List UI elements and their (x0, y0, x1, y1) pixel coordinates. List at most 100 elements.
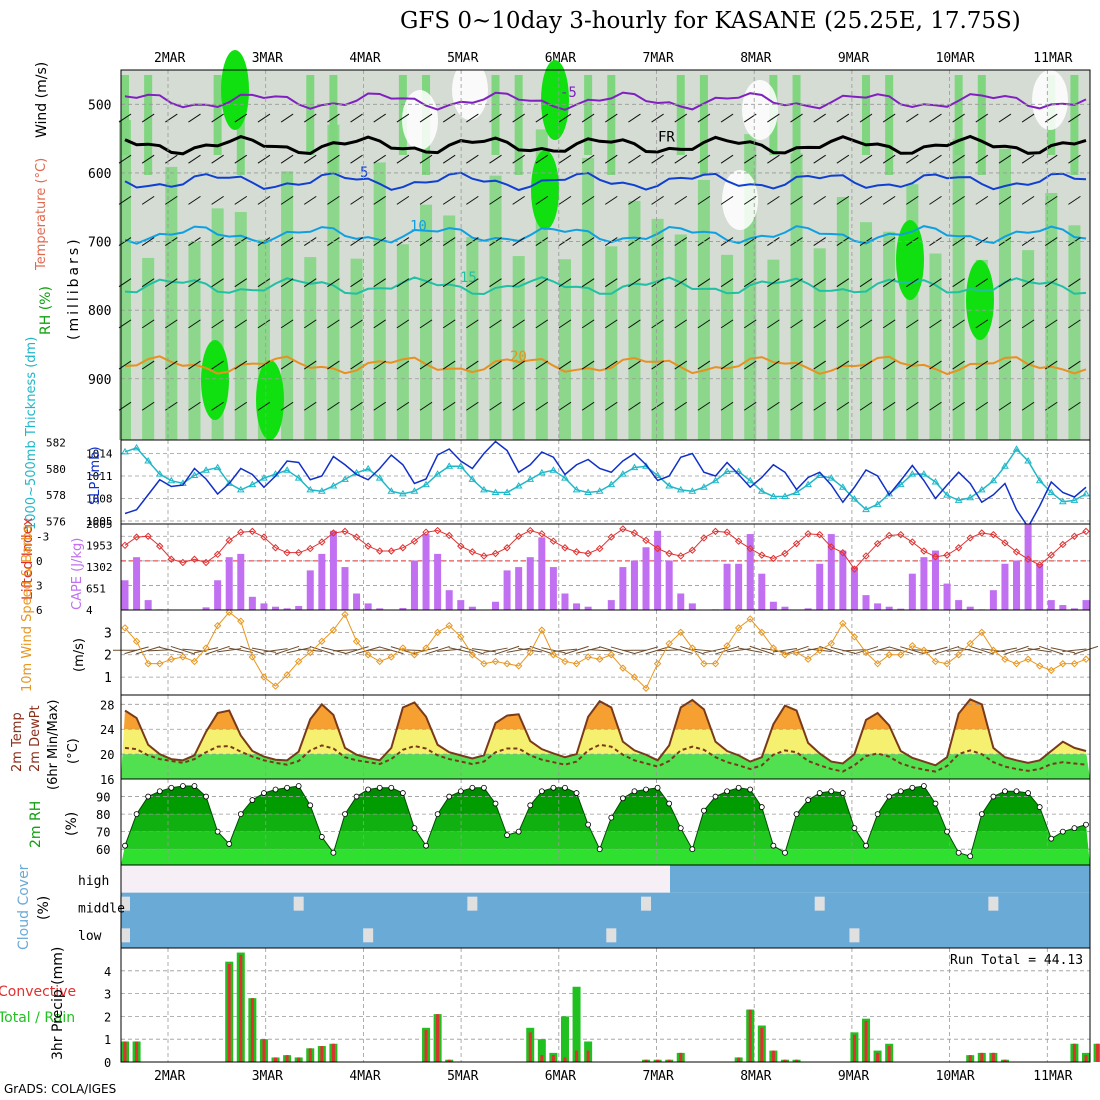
rh2m-point (538, 788, 545, 795)
cape-bar (1059, 605, 1067, 610)
dewpt-line (124, 743, 1087, 773)
thickness-point (317, 487, 326, 494)
precip-total-bar (572, 986, 581, 1062)
wind10m-point (1047, 666, 1055, 675)
upper-wind-barb (327, 360, 340, 370)
rh2m-point (874, 811, 881, 818)
rh2m-point (318, 834, 325, 840)
upper-wind-barb (396, 195, 410, 205)
upper-wind-barb (280, 319, 294, 329)
thickness-point (398, 489, 407, 497)
precip-conv-bar (239, 954, 243, 1062)
li-point (387, 547, 396, 555)
rh-upper-band (699, 75, 708, 175)
wind10m-barb (263, 648, 288, 653)
rh-mid-band (836, 196, 849, 440)
rh-upper-band (676, 75, 685, 155)
wind10m-point (781, 651, 789, 659)
wind10m-point (677, 628, 685, 637)
cape-tick-label: 651 (86, 583, 106, 596)
li-point (1024, 555, 1032, 563)
rh2m-point (990, 793, 997, 800)
top-date-label: 8MAR (740, 51, 771, 66)
rh2m-band (121, 796, 1090, 815)
wind10m-barb (969, 645, 994, 655)
precip-conv-bar (447, 1059, 451, 1062)
upper-wind-barb (419, 237, 433, 246)
rh2m-point (828, 788, 835, 795)
wind10m-barb (714, 645, 740, 655)
cape-bar (492, 601, 500, 610)
li-point (758, 551, 766, 559)
upper-wind-barb (234, 401, 248, 411)
precip-conv-bar (274, 1057, 278, 1062)
precip-conv-bar (760, 1027, 764, 1062)
thickness-point (607, 480, 616, 488)
rh-mid-band (396, 244, 409, 440)
upper-wind-barb (859, 278, 873, 288)
upper-wind-barb (350, 401, 363, 411)
upper-wind-barb (466, 360, 479, 370)
wind10m-barb (159, 646, 184, 654)
precip-conv-bar (331, 1043, 335, 1062)
thickness-point (167, 476, 176, 484)
rh2m-point (1071, 825, 1078, 832)
wind10m-point (144, 659, 152, 668)
upper-wind-barb (1044, 237, 1058, 246)
upper-wind-barb (211, 113, 224, 123)
upper-wind-barb (628, 195, 641, 205)
wind10m-barb (309, 645, 334, 655)
precip-conv-bar (667, 1059, 671, 1062)
upper-wind-barb (674, 195, 688, 205)
wind10m-point (943, 659, 951, 668)
upper-wind-barb (998, 113, 1012, 123)
li-point (815, 530, 824, 539)
wind10m-barb (796, 647, 821, 654)
rh2m-point (376, 784, 383, 791)
thickness-point (931, 478, 940, 485)
thickness-point (630, 463, 639, 471)
temp-tick-label: 20 (100, 748, 114, 762)
rh2m-tick-label: 80 (96, 808, 110, 822)
rh-mid-band (883, 231, 896, 440)
rh-mid-band (558, 259, 571, 440)
upper-wind-barb (605, 401, 618, 411)
precip-total-label: Total / Rain (0, 1010, 76, 1026)
upper-rh-label: RH (%) (38, 286, 54, 335)
upper-wind-barb (952, 113, 965, 123)
rh2m-point (805, 797, 812, 803)
thickness-point (838, 483, 847, 490)
upper-wind-barb (743, 401, 757, 411)
wind10m-point (1012, 659, 1021, 668)
cape-bar (746, 534, 754, 610)
wind10m-barb (298, 648, 323, 652)
upper-wind-barb (859, 113, 873, 123)
wind10m-point (688, 644, 697, 652)
wind10m-barb (460, 645, 485, 655)
cape-bar (920, 557, 928, 610)
rh2m-point (816, 790, 823, 796)
thickness-point (410, 487, 419, 494)
wind10m-point (653, 659, 662, 668)
wind10m-point (364, 651, 372, 659)
cape-bar (549, 567, 557, 610)
rh-high-patch (966, 260, 994, 340)
wind10m-point (156, 659, 164, 668)
wind10m-point (1035, 662, 1044, 670)
cape-bar (862, 595, 870, 610)
rh-low-patch (1032, 70, 1068, 130)
run-total-label: Run Total = 44.13 (950, 953, 1084, 968)
cape-bar (839, 550, 847, 610)
upper-wind-barb (419, 195, 433, 205)
li-point (294, 548, 303, 557)
thickness-point (213, 463, 222, 471)
cape-bar (364, 603, 372, 610)
upper-wind-barb (512, 154, 525, 164)
upper-wind-barb (906, 319, 919, 329)
thickness-point (260, 474, 268, 481)
cloud-high-band (670, 865, 1090, 893)
rh-upper-band (607, 75, 616, 175)
thickness-point (769, 492, 778, 499)
rh2m-point (399, 790, 406, 796)
precip-conv-bar (540, 1055, 544, 1062)
